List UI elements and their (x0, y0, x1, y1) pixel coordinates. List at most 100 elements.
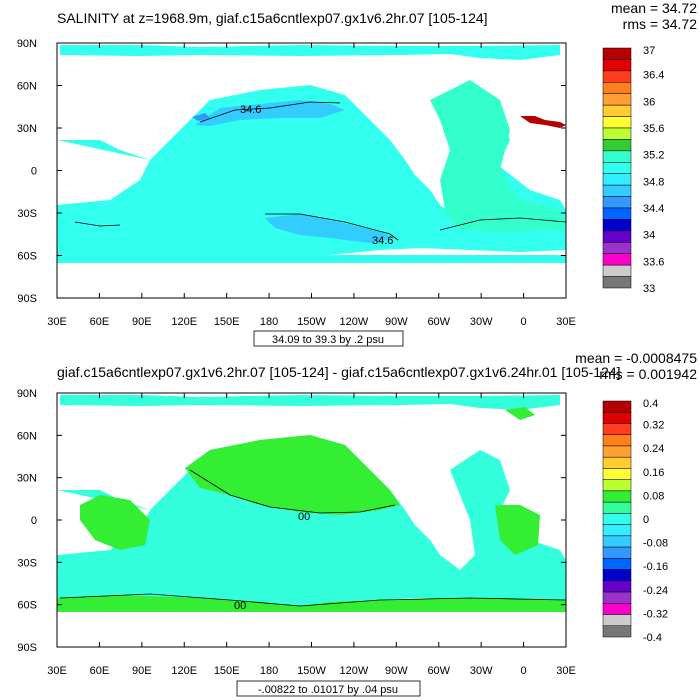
colorbar-swatch (602, 423, 632, 435)
colorbar-swatch (602, 59, 632, 72)
x-tick-label: 120E (171, 665, 197, 677)
x-tick-label: 90W (385, 316, 408, 328)
range-box (236, 680, 421, 697)
panel-title: SALINITY at z=1968.9m, giaf.c15a6cntlexp… (57, 10, 488, 26)
colorbar-label: 0.08 (643, 490, 664, 502)
x-tick-label: 60W (427, 316, 450, 328)
colorbar-swatch (602, 253, 632, 266)
y-tick-label: 60S (17, 251, 37, 263)
colorbar-label: 37 (643, 45, 655, 57)
contour-label: 34.6 (240, 104, 261, 116)
indian-green (80, 495, 150, 550)
colorbar-label: 0 (643, 514, 649, 526)
colorbar-swatch (602, 456, 632, 469)
colorbar-swatch (602, 230, 632, 243)
colorbar-swatch (602, 139, 632, 152)
colorbar-label: 0.4 (643, 398, 658, 410)
x-tick-label: 150E (214, 665, 240, 677)
rms-stat: rms = 34.72 (623, 16, 698, 32)
japan-sea-patch (192, 113, 210, 121)
x-tick-label: 60W (427, 665, 450, 677)
x-tick-label: 150E (214, 316, 240, 328)
y-tick-label: 30S (17, 208, 37, 220)
panel-difference: giaf.c15a6cntlexp07.gx1v6.2hr.07 [105-12… (17, 350, 697, 697)
colorbar-swatch (602, 184, 632, 197)
ocean-field (57, 85, 566, 262)
colorbar-swatch (602, 468, 632, 480)
colorbar-label: -0.4 (643, 632, 662, 644)
colorbar-swatch (602, 445, 632, 458)
colorbar-swatch (602, 625, 632, 638)
x-tick-label: 0 (521, 665, 527, 677)
x-tick-label: 0 (521, 316, 527, 328)
colorbar-label: 36 (643, 96, 655, 108)
colorbar-label: 34.8 (643, 176, 664, 188)
colorbar-swatch (602, 411, 632, 424)
y-tick-label: 90N (17, 388, 37, 400)
colorbar-label: 34.4 (643, 203, 664, 215)
colorbar-label: -0.16 (643, 561, 668, 573)
colorbar-swatch (602, 264, 632, 277)
contour-label: 34.6 (372, 235, 393, 247)
colorbar-label: 0.24 (643, 443, 664, 455)
colorbar-label: 34 (643, 230, 655, 242)
y-tick-label: 30S (17, 557, 37, 569)
colorbar-label: 35.6 (643, 123, 664, 135)
north-pacific-green (185, 435, 400, 515)
panel-salinity: SALINITY at z=1968.9m, giaf.c15a6cntlexp… (17, 0, 698, 347)
colorbar-swatch (602, 524, 632, 537)
x-tick-label: 180 (260, 316, 278, 328)
y-tick-label: 90S (17, 293, 37, 305)
range-note: -.00822 to .01017 by .04 psu (258, 684, 398, 696)
colorbar-swatch (602, 591, 632, 604)
colorbar-swatch (602, 104, 632, 117)
colorbar-swatch (602, 173, 632, 186)
arctic-green (505, 407, 535, 420)
colorbar-swatch (602, 490, 632, 503)
colorbar-swatch (602, 82, 632, 94)
ocean-field (57, 435, 566, 612)
x-tick-label: 150W (297, 316, 326, 328)
colorbar-swatch (602, 580, 632, 593)
colorbar-swatch (602, 127, 632, 140)
colorbar-label: -0.24 (643, 585, 668, 597)
colorbar-swatch (602, 434, 632, 447)
x-tick-label: 30W (470, 665, 493, 677)
y-tick-label: 60N (17, 430, 37, 442)
colorbar-swatch (602, 501, 632, 514)
colorbar-swatch (602, 546, 632, 559)
x-tick-label: 60E (90, 316, 110, 328)
y-tick-label: 30N (17, 473, 37, 485)
x-tick-label: 30E (556, 665, 576, 677)
colorbar-swatch (602, 219, 632, 232)
colorbar-label: 35.2 (643, 150, 664, 162)
y-tick-label: 60N (17, 81, 37, 93)
colorbar-swatch (602, 47, 632, 60)
colorbar-label: 0.16 (643, 467, 664, 479)
colorbar-label: 0.32 (643, 420, 664, 432)
y-tick-label: 0 (31, 166, 37, 178)
colorbar-swatch (602, 535, 632, 548)
north-pacific-region (195, 100, 345, 126)
atlantic-region (430, 80, 566, 232)
colorbar-label: 33 (643, 283, 655, 295)
x-tick-label: 150W (297, 665, 326, 677)
contour-line (199, 101, 399, 241)
x-tick-label: 90E (132, 316, 152, 328)
colorbar-swatch (602, 70, 632, 83)
colorbar-swatch (602, 569, 632, 582)
southern-ocean (57, 255, 566, 263)
colorbar-swatch (602, 558, 632, 570)
contour-label: 00 (234, 600, 246, 612)
y-tick-label: 90S (17, 642, 37, 654)
colorbar-swatch (602, 603, 632, 615)
x-tick-label: 120W (340, 665, 369, 677)
rms-stat: rms = 0.001942 (599, 366, 697, 382)
colorbar-label: 36.4 (643, 70, 664, 82)
colorbar-swatch (602, 400, 632, 413)
southern-green (57, 595, 566, 612)
colorbar-swatch (602, 93, 632, 106)
x-tick-label: 120W (340, 316, 369, 328)
colorbar-label: -0.08 (643, 538, 668, 550)
